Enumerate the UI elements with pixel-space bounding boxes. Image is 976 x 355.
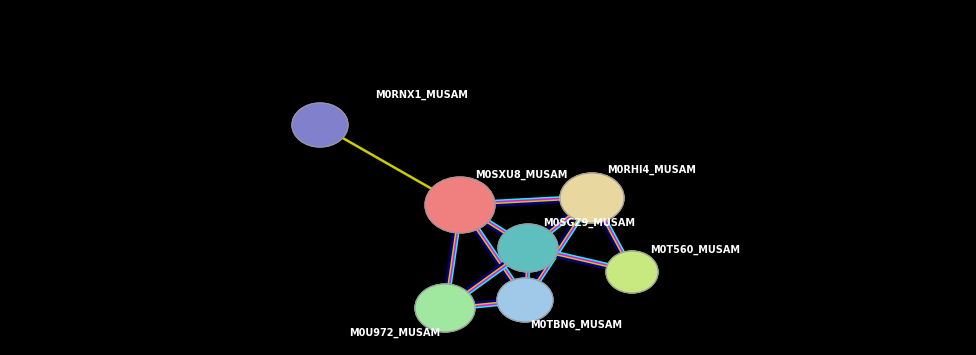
- Ellipse shape: [606, 251, 658, 293]
- Text: M0RHI4_MUSAM: M0RHI4_MUSAM: [607, 165, 696, 175]
- Text: M0SXU8_MUSAM: M0SXU8_MUSAM: [475, 170, 567, 180]
- Text: M0T560_MUSAM: M0T560_MUSAM: [650, 245, 740, 255]
- Text: M0RNX1_MUSAM: M0RNX1_MUSAM: [375, 90, 468, 100]
- Text: M0TBN6_MUSAM: M0TBN6_MUSAM: [530, 320, 622, 330]
- Ellipse shape: [498, 224, 558, 272]
- Ellipse shape: [415, 284, 475, 332]
- Ellipse shape: [560, 173, 624, 223]
- Ellipse shape: [425, 177, 495, 233]
- Ellipse shape: [497, 278, 553, 322]
- Text: M0SGZ9_MUSAM: M0SGZ9_MUSAM: [543, 218, 635, 228]
- Ellipse shape: [292, 103, 348, 147]
- Text: M0U972_MUSAM: M0U972_MUSAM: [348, 328, 440, 338]
